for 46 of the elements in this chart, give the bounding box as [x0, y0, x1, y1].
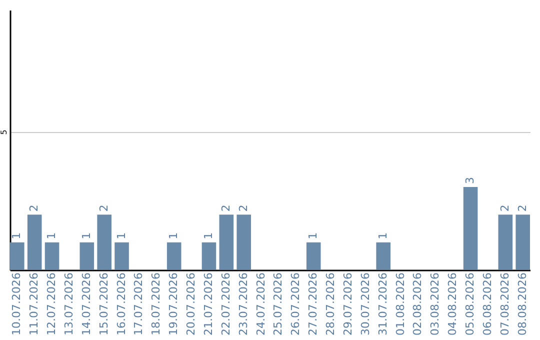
x-tick-label: 02.08.2026: [411, 272, 424, 336]
x-tick-label: 14.07.2026: [80, 272, 93, 336]
data-label: 2: [498, 204, 512, 212]
data-label: 1: [114, 232, 128, 240]
x-tick-label: 21.07.2026: [202, 272, 215, 336]
x-tick-label: 18.07.2026: [150, 272, 163, 336]
x-tick-label: 19.07.2026: [167, 272, 180, 336]
x-tick-label: 13.07.2026: [62, 272, 76, 336]
data-label: 1: [45, 232, 58, 240]
x-tick-label: 04.08.2026: [446, 272, 460, 336]
x-tick-label: 06.08.2026: [480, 272, 494, 336]
data-label: 2: [97, 204, 110, 212]
x-tick-label: 20.07.2026: [184, 272, 198, 336]
data-label: 1: [306, 232, 320, 240]
x-tick-label: 12.07.2026: [45, 272, 58, 336]
x-tick-label: 27.07.2026: [306, 272, 320, 336]
x-tick-label: 07.08.2026: [498, 272, 512, 336]
x-tick-label: 25.07.2026: [272, 272, 285, 336]
x-tick-label: 22.07.2026: [219, 272, 232, 336]
data-label: 1: [167, 232, 180, 240]
data-label: 3: [464, 177, 477, 184]
x-tick-label: 31.07.2026: [376, 272, 390, 336]
x-tick-label: 17.07.2026: [132, 272, 146, 336]
x-tick-label: 23.07.2026: [236, 272, 250, 336]
data-label: 2: [219, 204, 232, 212]
data-label: 2: [236, 204, 250, 212]
x-tick-label: 24.07.2026: [254, 272, 268, 336]
x-tick-label: 29.07.2026: [341, 272, 354, 336]
x-tick-label: 01.08.2026: [394, 272, 407, 336]
x-tick-label: 26.07.2026: [289, 272, 302, 336]
x-tick-label: 10.07.2026: [10, 272, 24, 336]
x-tick-label: 16.07.2026: [114, 272, 128, 336]
data-label: 1: [80, 232, 93, 240]
x-tick-label: 03.08.2026: [428, 272, 442, 336]
data-label: 1: [202, 232, 215, 240]
data-label: 2: [28, 204, 41, 212]
y-tick-label: 5: [0, 130, 8, 135]
x-tick-label: 08.08.2026: [516, 272, 529, 336]
data-label: 2: [516, 204, 529, 212]
data-label: 1: [376, 232, 390, 240]
x-tick-label: 15.07.2026: [97, 272, 110, 336]
x-tick-label: 11.07.2026: [28, 272, 41, 336]
x-tick-label: 05.08.2026: [464, 272, 477, 336]
x-tick-label: 28.07.2026: [324, 272, 338, 336]
x-tick-label: 30.07.2026: [358, 272, 372, 336]
data-label: 1: [10, 232, 24, 240]
